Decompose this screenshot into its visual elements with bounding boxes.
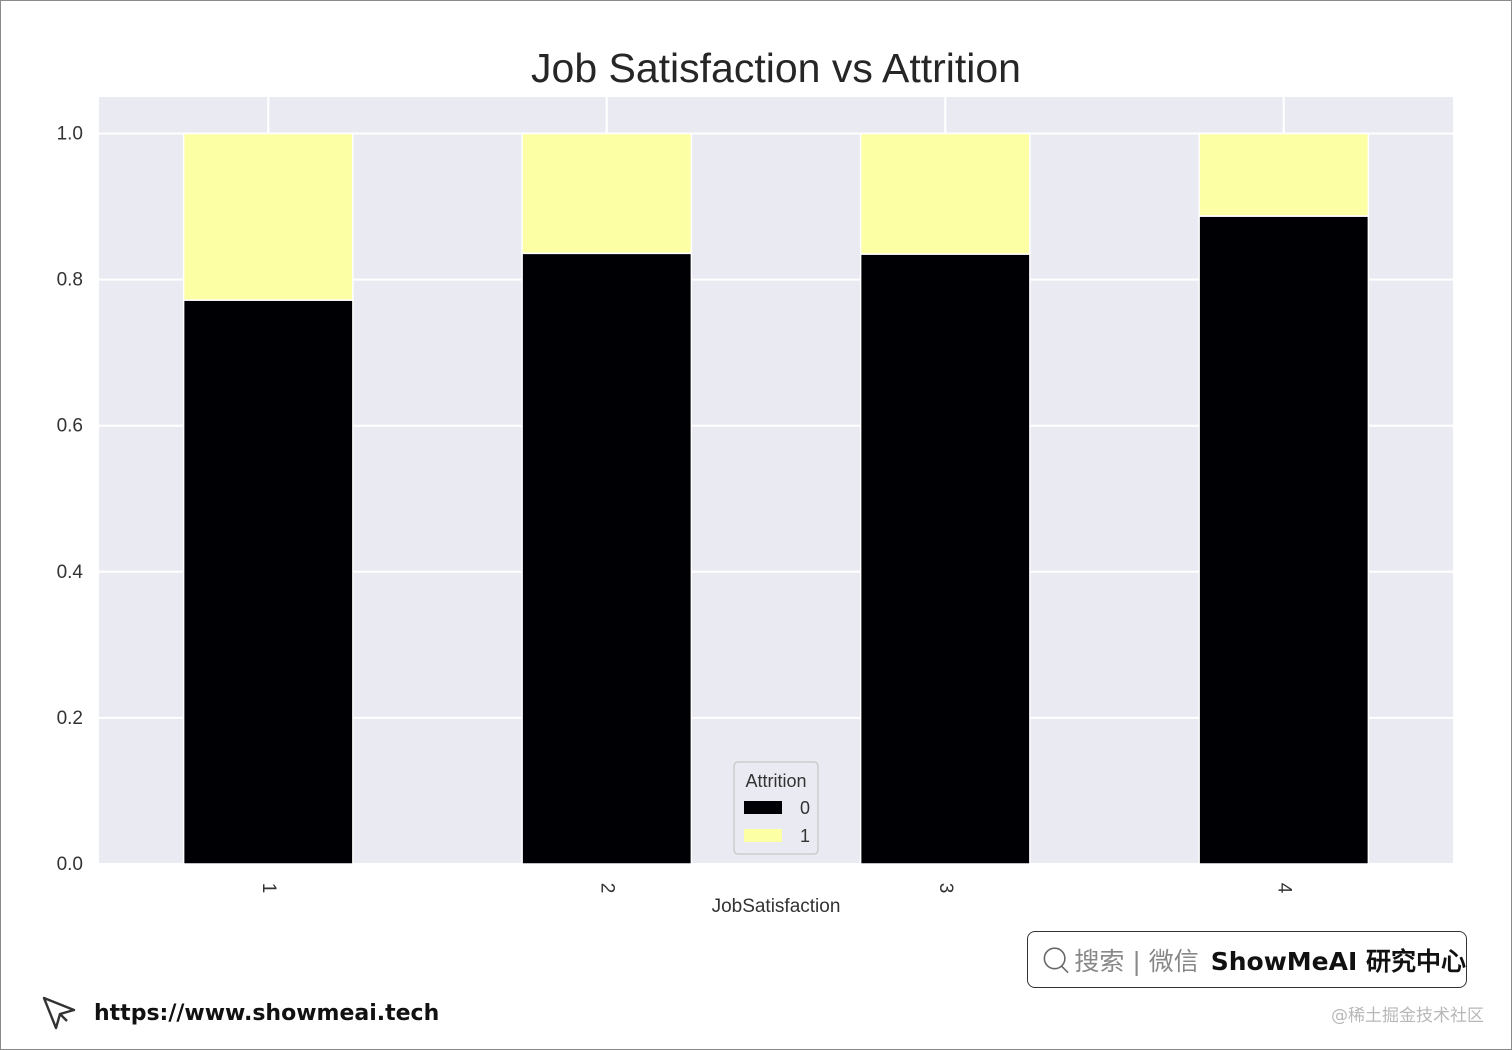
bar-segment-2-series-1 <box>521 132 693 255</box>
x-tick-label: 3 <box>935 883 956 894</box>
legend: Attrition 01 <box>733 761 819 855</box>
legend-items: 01 <box>744 798 810 846</box>
website-url[interactable]: https://www.showmeai.tech <box>94 1000 440 1026</box>
x-tick-label: 4 <box>1274 883 1295 894</box>
search-hint: 搜索 | 微信 <box>1074 946 1199 976</box>
wechat-search-badge: 搜索 | 微信 ShowMeAI 研究中心 <box>1027 931 1467 988</box>
x-tick-label: 2 <box>597 883 618 894</box>
y-axis: 0.0 0.2 0.4 0.6 0.8 1.0 <box>57 124 84 875</box>
y-tick-label: 0.6 <box>57 416 83 437</box>
legend-label-1: 1 <box>800 826 810 846</box>
brand-name: ShowMeAI 研究中心 <box>1210 946 1466 976</box>
bars <box>182 132 1370 865</box>
bar-segment-4-series-1 <box>1198 132 1370 217</box>
legend-swatch-0 <box>744 801 782 814</box>
y-tick-label: 1.0 <box>57 124 83 145</box>
bar-segment-1-series-0 <box>182 299 354 865</box>
chart-title: Job Satisfaction vs Attrition <box>531 45 1021 91</box>
bar-chart: 0.0 0.2 0.4 0.6 0.8 1.0 1 2 3 4 Job Satisfaction… <box>57 45 1453 917</box>
x-axis-label: JobSatisfaction <box>712 896 841 917</box>
bar-segment-2-series-0 <box>521 252 693 865</box>
bar-segment-3-series-1 <box>859 132 1031 255</box>
bar-segment-3-series-0 <box>859 253 1031 865</box>
legend-title: Attrition <box>745 771 806 791</box>
y-tick-label: 0.4 <box>57 562 84 583</box>
website-link[interactable]: https://www.showmeai.tech <box>40 994 439 1032</box>
y-tick-label: 0.2 <box>57 708 83 729</box>
bar-segment-1-series-1 <box>182 132 354 301</box>
y-tick-label: 0.8 <box>57 270 83 291</box>
platform-credit: @稀土掘金技术社区 <box>1331 1006 1484 1026</box>
legend-swatch-1 <box>744 829 782 842</box>
y-tick-label: 0.0 <box>57 854 83 875</box>
legend-label-0: 0 <box>800 798 810 818</box>
bar-segment-4-series-0 <box>1198 215 1370 865</box>
x-axis: 1 2 3 4 <box>258 883 1295 894</box>
x-tick-label: 1 <box>258 883 279 894</box>
cursor-arrow-icon <box>42 996 76 1030</box>
search-icon <box>1043 946 1069 973</box>
